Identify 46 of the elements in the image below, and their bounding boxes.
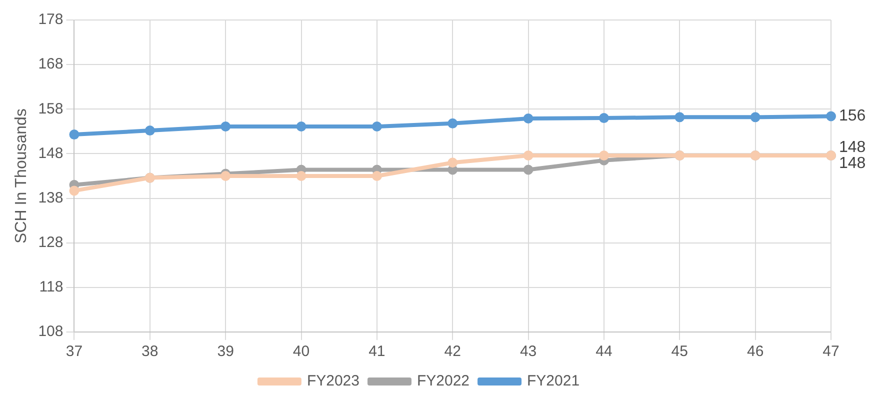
y-tick-label: 158 xyxy=(38,100,64,118)
x-tick-label: 43 xyxy=(520,343,537,360)
y-tick-label: 168 xyxy=(38,56,64,73)
x-tick-label: 42 xyxy=(444,343,461,360)
point xyxy=(448,164,458,175)
y-axis-title: SCH In Thousands xyxy=(13,108,30,244)
point xyxy=(69,186,80,196)
x-tick-label: 37 xyxy=(66,343,83,360)
point xyxy=(674,112,685,122)
y-tick-label: 118 xyxy=(39,278,64,296)
point xyxy=(448,118,458,128)
legend-label: FY2022 xyxy=(416,372,470,390)
y-tick-label: 108 xyxy=(38,323,64,340)
y-tick-label: 138 xyxy=(38,189,64,206)
point xyxy=(296,171,306,181)
x-tick-label: 45 xyxy=(671,343,688,360)
point xyxy=(523,164,534,175)
x-tick-label: 41 xyxy=(368,343,386,360)
x-tick-label: 47 xyxy=(822,343,840,360)
y-tick-label: 178 xyxy=(38,11,64,28)
point xyxy=(598,113,609,124)
point xyxy=(523,114,534,124)
y-tick-label: 128 xyxy=(38,234,64,251)
x-tick-label: 40 xyxy=(292,343,310,360)
legend-label: FY2021 xyxy=(527,372,580,390)
x-tick-label: 46 xyxy=(746,343,764,360)
point xyxy=(750,112,760,122)
data-label: 148 xyxy=(839,154,866,172)
point xyxy=(826,111,836,122)
point xyxy=(144,126,155,136)
data-label: 148 xyxy=(839,138,866,156)
point xyxy=(598,150,609,160)
x-tick-label: 39 xyxy=(217,343,234,360)
x-tick-label: 38 xyxy=(142,343,158,360)
y-tick-label: 148 xyxy=(38,144,64,162)
point xyxy=(296,122,306,132)
x-tick-label: 44 xyxy=(596,343,612,360)
point xyxy=(69,130,80,140)
point xyxy=(448,158,458,168)
point xyxy=(372,122,382,132)
point xyxy=(523,150,534,160)
data-label: 156 xyxy=(839,108,866,125)
point xyxy=(220,171,231,181)
point xyxy=(372,171,382,181)
point xyxy=(220,122,231,132)
legend-label: FY2023 xyxy=(306,372,360,390)
